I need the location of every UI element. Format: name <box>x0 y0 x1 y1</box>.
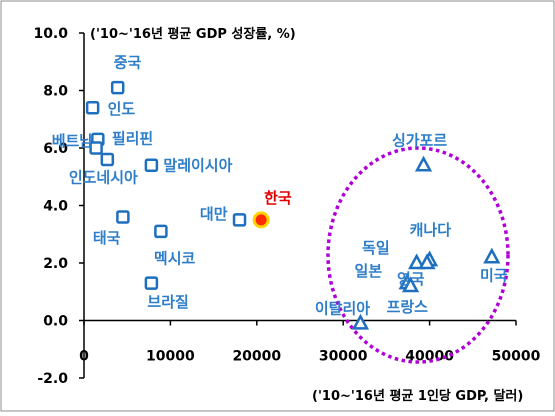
y-tick-label: 2.0 <box>43 256 68 272</box>
data-point-square <box>116 210 130 224</box>
data-point-square <box>232 213 247 227</box>
y-tick-label: 0.0 <box>43 314 68 330</box>
data-point-label: 인도네시아 <box>69 169 138 187</box>
data-point-korea <box>252 211 270 229</box>
data-point-triangle <box>408 253 426 270</box>
data-point-triangle <box>414 155 433 172</box>
data-point-label: 베트남 <box>52 132 94 150</box>
data-point-label: 싱가포르 <box>392 131 447 149</box>
data-point-label: 이탈리아 <box>315 299 370 317</box>
data-point-triangle <box>351 313 370 330</box>
data-point-square <box>85 101 100 115</box>
y-tick-label: -2.0 <box>37 371 68 387</box>
data-point-label: 멕시코 <box>154 249 196 267</box>
y-tick-label: 10.0 <box>33 26 68 42</box>
y-tick-label: 6.0 <box>43 141 68 157</box>
x-axis-title: ('10~'16년 평균 1인당 GDP, 달러) <box>312 388 523 404</box>
data-point-label: 영국 <box>397 270 425 288</box>
data-point-square <box>144 158 159 172</box>
data-point-label: 일본 <box>355 262 383 280</box>
y-axis-ticks: 10.0 8.0 6.0 4.0 2.0 0.0 -2.0 <box>33 26 84 387</box>
data-point-label: 필리핀 <box>112 129 153 147</box>
data-point-triangle <box>418 253 436 270</box>
data-point-label: 태국 <box>93 229 121 247</box>
y-axis-title: ('10~'16년 평균 GDP 성장률, %) <box>90 26 296 42</box>
data-point-triangle <box>401 276 420 293</box>
data-point-label: 브라질 <box>147 293 188 311</box>
data-points <box>85 80 501 330</box>
data-point-label: 인도 <box>108 100 136 118</box>
data-point-triangle <box>483 247 501 264</box>
x-tick-label: 10000 <box>146 349 195 365</box>
x-tick-label: 0 <box>79 349 89 365</box>
y-tick-label: 8.0 <box>43 84 68 100</box>
x-tick-label: 50000 <box>492 349 541 365</box>
data-point-square <box>110 80 125 95</box>
data-point-label: 말레이시아 <box>163 156 232 174</box>
data-point-square <box>89 141 103 155</box>
data-point-square <box>144 276 159 290</box>
data-point-label: 프랑스 <box>387 298 429 316</box>
data-point-label: 중국 <box>114 54 142 72</box>
x-tick-label: 30000 <box>319 349 368 365</box>
data-point-label: 캐나다 <box>410 221 452 239</box>
y-tick-label: 4.0 <box>43 199 68 215</box>
data-point-label: 미국 <box>480 266 508 284</box>
data-point-label: 대만 <box>200 205 228 223</box>
data-point-square <box>100 152 115 167</box>
developed-economies-highlight-ellipse <box>326 146 510 364</box>
data-point-label: 독일 <box>362 239 390 257</box>
x-tick-label: 20000 <box>232 349 281 365</box>
data-point-label: 한국 <box>264 189 292 207</box>
data-point-square <box>154 224 168 239</box>
